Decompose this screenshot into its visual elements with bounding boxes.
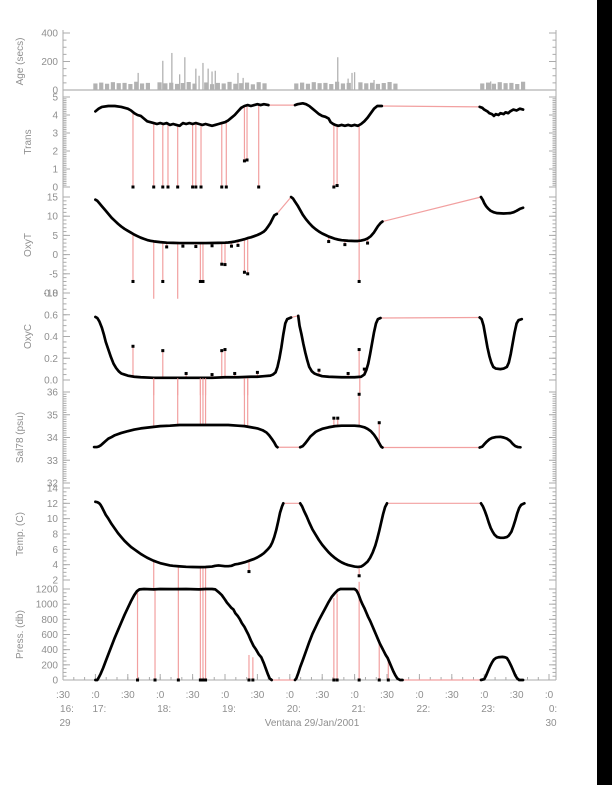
y-tick-label: 32 xyxy=(47,479,59,490)
y-tick-label: -5 xyxy=(49,269,58,280)
x-tick-label: :30 xyxy=(445,690,459,701)
x-hour-label: 21: xyxy=(352,704,366,715)
plot-title: Ventana 29/Jan/2001 xyxy=(265,718,360,729)
y-tick-label: 800 xyxy=(41,615,58,626)
y-tick-label: 10 xyxy=(47,212,59,223)
y-tick-label: 3 xyxy=(52,129,58,140)
age-bars xyxy=(93,81,526,90)
y-axis-title-sal: Sal78 (psu) xyxy=(15,412,26,463)
y-tick-label: 36 xyxy=(47,388,59,399)
x-tick-label: :0 xyxy=(286,690,295,701)
y-axis-title-press: Press. (db) xyxy=(15,610,26,659)
right-black-strip xyxy=(597,0,612,785)
y-axis-title-trans: Trans xyxy=(23,129,34,154)
y-tick-label: 600 xyxy=(41,630,58,641)
panel-age: 0 200 400 Age (secs) xyxy=(15,29,556,97)
x-tick-label: :0 xyxy=(221,690,230,701)
x-day-label: 30 xyxy=(545,718,557,729)
x-hour-label: 23: xyxy=(481,704,495,715)
y-tick-label: 10 xyxy=(47,514,59,525)
x-hour-label: 22: xyxy=(416,704,430,715)
y-tick-label: 0.4 xyxy=(44,332,58,343)
y-tick-label: 33 xyxy=(47,456,59,467)
x-tick-label: :30 xyxy=(315,690,329,701)
y-tick-label: 12 xyxy=(47,499,59,510)
y-axis-title-oxyc: OxyC xyxy=(23,324,34,349)
x-tick-label: :30 xyxy=(121,690,135,701)
y-tick-label: 5 xyxy=(52,93,58,104)
x-tick-label: :30 xyxy=(250,690,264,701)
y-tick-label: 0 xyxy=(52,86,58,97)
axes xyxy=(62,30,557,681)
x-hour-label: 20: xyxy=(287,704,301,715)
y-tick-label: 400 xyxy=(41,645,58,656)
y-tick-label: 1 xyxy=(52,165,58,176)
panel-oxyt: -10 -5 0 5 10 15 OxyT xyxy=(23,193,556,300)
y-tick-label: 0 xyxy=(52,676,58,687)
y-tick-label: 35 xyxy=(47,410,59,421)
y-tick-label: 14 xyxy=(47,484,59,495)
y-tick-label: -10 xyxy=(44,289,59,300)
x-tick-label: :30 xyxy=(186,690,200,701)
y-tick-label: 8 xyxy=(52,530,58,541)
x-tick-label: :0 xyxy=(91,690,100,701)
y-tick-label: 5 xyxy=(52,231,58,242)
x-tick-label: :30 xyxy=(510,690,524,701)
y-tick-label: 2 xyxy=(52,576,58,587)
x-hour-label: 17: xyxy=(92,704,106,715)
y-tick-label: 0 xyxy=(52,250,58,261)
y-tick-label: 4 xyxy=(52,560,58,571)
x-tick-label: :30 xyxy=(380,690,394,701)
y-tick-label: 6 xyxy=(52,545,58,556)
plot-render-root: :30 :0 :30 :0 :30 :0 :30 :0 :30 :0 :30 :0 :30 :0 :30 :0… xyxy=(15,29,557,730)
x-hour-label: 16: xyxy=(60,704,74,715)
y-tick-label: 0 xyxy=(52,183,58,194)
x-day-label: 29 xyxy=(59,718,71,729)
x-hour-label: 0: xyxy=(549,704,557,715)
y-tick-label: 0.8 xyxy=(44,289,58,300)
y-axis-title-age: Age (secs) xyxy=(15,38,26,86)
panel-temp: 2 4 6 8 10 12 14 Temp. (C) xyxy=(15,484,556,591)
x-tick-label: :0 xyxy=(415,690,424,701)
y-axis-title-oxyt: OxyT xyxy=(23,233,34,257)
panel-oxyc: 0.0 0.2 0.4 0.6 0.8 OxyC xyxy=(23,289,556,396)
y-tick-label: 4 xyxy=(52,111,58,122)
y-tick-label: 0.6 xyxy=(44,310,58,321)
x-hour-label: 18: xyxy=(157,704,171,715)
y-axis-title-temp: Temp. (C) xyxy=(15,512,26,556)
y-tick-label: 1200 xyxy=(36,585,59,596)
panel-sal: 32 33 34 35 36 Sal78 (psu) xyxy=(15,378,556,490)
panel-press: 0 200 400 600 800 1000 1200 Press. (db) xyxy=(15,581,556,687)
panel-trans: 0 1 2 3 4 5 Trans xyxy=(23,93,556,241)
x-hour-label: 19: xyxy=(222,704,236,715)
y-tick-label: 15 xyxy=(47,193,59,204)
y-tick-label: 34 xyxy=(47,433,59,444)
x-tick-label: :0 xyxy=(480,690,489,701)
y-tick-label: 2 xyxy=(52,147,58,158)
x-tick-label: :0 xyxy=(156,690,165,701)
x-tick-label: :0 xyxy=(350,690,359,701)
y-tick-label: 1000 xyxy=(36,600,59,611)
y-tick-label: 0.0 xyxy=(44,376,58,387)
y-tick-label: 200 xyxy=(41,57,58,68)
y-tick-label: 0.2 xyxy=(44,354,58,365)
x-tick-label: :0 xyxy=(545,690,554,701)
x-tick-label: :30 xyxy=(56,690,70,701)
y-tick-label: 400 xyxy=(41,29,58,40)
y-tick-label: 200 xyxy=(41,660,58,671)
